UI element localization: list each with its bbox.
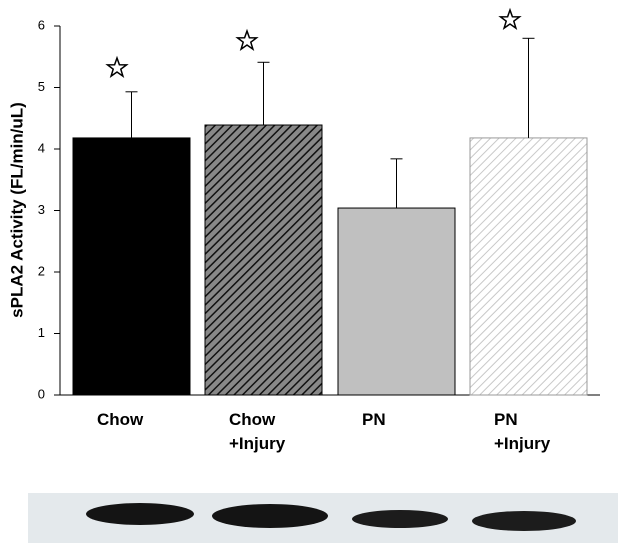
y-tick-label: 2	[38, 263, 45, 278]
bar	[204, 124, 323, 396]
bar	[337, 207, 456, 396]
y-tick-label: 4	[38, 140, 45, 155]
y-tick-label: 6	[38, 17, 45, 32]
y-tick-label: 5	[38, 79, 45, 94]
star	[105, 55, 129, 78]
blot-band	[472, 511, 576, 531]
x-tick-label: PN	[362, 410, 386, 429]
y-axis-label: sPLA2 Activity (FL/min/uL)	[7, 102, 26, 318]
blot-band	[352, 510, 448, 528]
western-blot	[28, 493, 618, 543]
significance-stars	[105, 7, 522, 78]
y-tick-label: 1	[38, 325, 45, 340]
bar	[469, 137, 588, 396]
x-tick-label: Chow +Injury	[229, 410, 286, 453]
blot-band	[212, 504, 328, 528]
star	[235, 28, 259, 51]
x-tick-label: PN +Injury	[494, 410, 551, 453]
blot-band	[86, 503, 194, 525]
y-tick-label: 0	[38, 386, 45, 401]
x-tick-label: Chow	[97, 410, 144, 429]
star	[498, 7, 522, 30]
y-tick-label: 3	[38, 202, 45, 217]
bar	[72, 137, 191, 396]
